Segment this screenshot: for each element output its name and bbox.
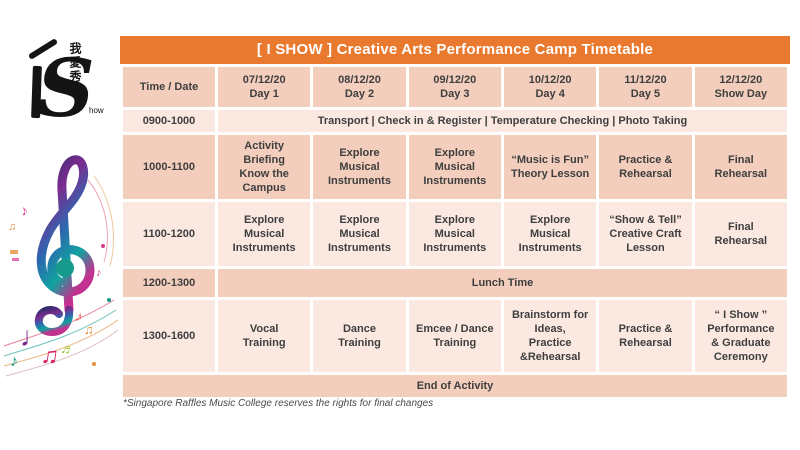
row-1000-1100: 1000-1100 Activity Briefing Know the Cam… xyxy=(123,135,787,199)
treble-clef-icon: ♪ ♫ ♩ ♫ ♪ ♬ ♪ ♫ ♪ xyxy=(3,155,119,377)
music-note-icon: ♬ xyxy=(59,339,76,358)
activity-cell: Activity Briefing Know the Campus xyxy=(218,135,311,199)
music-note-icon: ♪ xyxy=(19,202,30,219)
activity-cell: Explore Musical Instruments xyxy=(313,135,406,199)
day1-date: 07/12/20 xyxy=(242,73,286,86)
day3-date: 09/12/20 xyxy=(433,73,477,86)
activity-cell: Explore Musical Instruments xyxy=(408,135,501,199)
row-1100-1200: 1100-1200 Explore Musical Instruments Ex… xyxy=(123,202,787,266)
time-cell: 1200-1300 xyxy=(123,269,215,297)
time-cell: 1000-1100 xyxy=(123,135,215,199)
day3-label: Day 3 xyxy=(440,88,470,100)
activity-cell: “Show & Tell” Creative Craft Lesson xyxy=(599,202,692,266)
day2-date: 08/12/20 xyxy=(338,73,381,86)
day5-date: 11/12/20 xyxy=(624,73,667,86)
day4-label: Day 4 xyxy=(535,88,565,100)
disclaimer-note: *Singapore Raffles Music College reserve… xyxy=(123,398,434,409)
logo-chinese-text: 我愛秀 xyxy=(68,42,82,84)
activity-cell: “Music is Fun” Theory Lesson xyxy=(503,135,597,199)
lunch-cell: Lunch Time xyxy=(218,269,787,297)
time-cell: 1300-1600 xyxy=(123,300,215,372)
day3-header-cell: 09/12/20 Day 3 xyxy=(408,67,501,107)
day5-header-cell: 11/12/20 Day 5 xyxy=(599,67,692,107)
row-end-of-activity: End of Activity xyxy=(123,375,787,397)
logo-show-text: how xyxy=(89,106,104,115)
activity-cell: Explore Musical Instruments xyxy=(218,202,311,266)
activity-cell: Vocal Training xyxy=(218,300,311,372)
activity-cell: Dance Training xyxy=(313,300,406,372)
music-note-icon: ♫ xyxy=(8,221,16,233)
day4-date: 10/12/20 xyxy=(528,73,572,86)
time-date-header-cell: Time / Date xyxy=(123,67,215,107)
activity-cell: Final Rehearsal xyxy=(694,135,787,199)
timetable: [ I SHOW ] Creative Arts Performance Cam… xyxy=(120,36,790,400)
timetable-grid: Time / Date 07/12/20 Day 1 08/12/20 Day 2 … xyxy=(120,64,790,400)
day1-label: Day 1 xyxy=(249,88,279,100)
row-0900-1000: 0900-1000 Transport | Check in & Registe… xyxy=(123,110,787,132)
date-header-row: Time / Date 07/12/20 Day 1 08/12/20 Day 2 … xyxy=(123,67,787,107)
time-cell: 0900-1000 xyxy=(123,110,215,132)
day2-label: Day 2 xyxy=(344,88,375,100)
time-cell: 1100-1200 xyxy=(123,202,215,266)
music-note-icon: ♫ xyxy=(39,341,61,370)
clef-spiral-dot xyxy=(56,259,74,277)
activity-cell: Explore Musical Instruments xyxy=(313,202,406,266)
timetable-title: [ I SHOW ] Creative Arts Performance Cam… xyxy=(120,36,790,64)
day1-header-cell: 07/12/20 Day 1 xyxy=(218,67,311,107)
merged-activity-cell: Transport | Check in & Register | Temper… xyxy=(218,110,787,132)
activity-cell: Emcee / Dance Training xyxy=(408,300,501,372)
row-1200-1300: 1200-1300 Lunch Time xyxy=(123,269,787,297)
day4-header-cell: 10/12/20 Day 4 xyxy=(503,67,597,107)
logo-letter-s: S xyxy=(37,41,95,135)
music-note-icon: ♩ xyxy=(20,321,48,352)
music-note-icon: ♪ xyxy=(10,353,18,370)
activity-cell: Practice & Rehearsal xyxy=(599,300,692,372)
showday-label: Show Day xyxy=(714,88,768,100)
day2-header-cell: 08/12/20 Day 2 xyxy=(313,67,406,107)
activity-cell: Explore Musical Instruments xyxy=(408,202,501,266)
activity-cell: Brainstorm for Ideas, Practice &Rehearsa… xyxy=(503,300,597,372)
ishow-logo: 我愛秀 S how xyxy=(15,8,120,143)
showday-header-cell: 12/12/20 Show Day xyxy=(694,67,787,107)
end-of-activity-cell: End of Activity xyxy=(123,375,787,397)
activity-cell: Final Rehearsal xyxy=(694,202,787,266)
activity-cell: Practice & Rehearsal xyxy=(599,135,692,199)
day5-label: Day 5 xyxy=(630,88,661,100)
showday-date: 12/12/20 xyxy=(719,73,763,86)
activity-cell: “ I Show ” Performance & Graduate Ceremo… xyxy=(694,300,787,372)
row-1300-1600: 1300-1600 Vocal Training Dance Training … xyxy=(123,300,787,372)
music-note-icon: ♫ xyxy=(84,322,94,337)
treble-clef-artwork: ♪ ♫ ♩ ♫ ♪ ♬ ♪ ♫ ♪ xyxy=(2,150,120,390)
activity-cell: Explore Musical Instruments xyxy=(503,202,597,266)
music-note-icon: ♪ xyxy=(96,267,102,279)
